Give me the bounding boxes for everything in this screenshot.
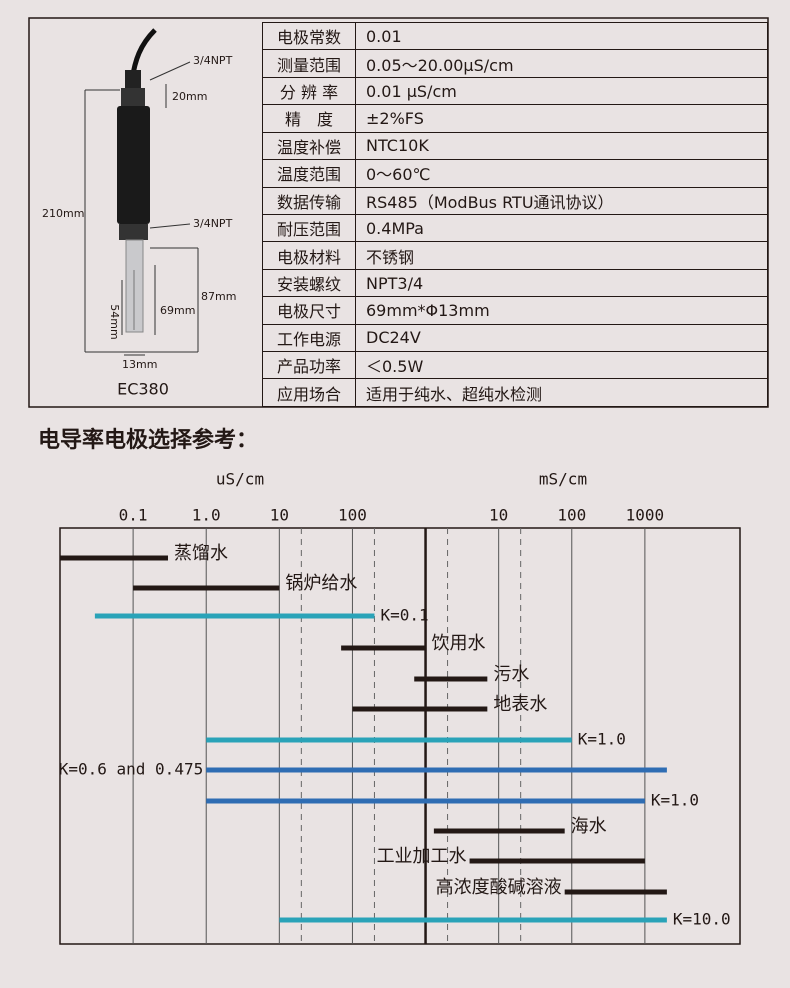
section-title: 电导率电极选择参考：	[38, 427, 258, 453]
spec-frame	[28, 17, 769, 408]
x-tick-label: 10	[270, 506, 289, 525]
spec-key: 产品功率	[262, 351, 356, 380]
spec-key: 耐压范围	[262, 213, 356, 243]
spec-row: 温度补偿 NTC10K	[262, 131, 768, 161]
x-tick-label: 100	[338, 506, 367, 525]
spec-row: 数据传输 RS485（ModBus RTU通讯协议）	[262, 186, 768, 215]
range-bar	[206, 767, 667, 773]
dim-label: 20mm	[172, 90, 207, 103]
dim-label: 69mm	[160, 304, 195, 317]
spec-key: 工作电源	[262, 323, 356, 353]
bar-label: 海水	[571, 816, 607, 837]
spec-key: 电极材料	[262, 241, 356, 270]
spec-value: 不锈钢	[355, 241, 768, 270]
dim-label: 210mm	[42, 207, 84, 220]
range-bar	[94, 613, 375, 619]
x-tick-label: 100	[557, 506, 586, 525]
spec-key: 温度范围	[262, 159, 356, 188]
bar-label: 锅炉给水	[285, 573, 357, 594]
spec-value: DC24V	[355, 323, 768, 353]
range-bar	[352, 706, 488, 712]
bar-label: K=1.0	[651, 791, 699, 810]
bar-label: 饮用水	[432, 633, 486, 654]
spec-value: 0～60℃	[355, 159, 768, 188]
spec-row: 耐压范围 0.4MPa	[262, 213, 768, 243]
bar-label: 地表水	[493, 694, 547, 715]
x-tick-label: 1000	[626, 506, 665, 525]
bar-label: 蒸馏水	[174, 543, 228, 564]
x-tick-label: 10	[489, 506, 508, 525]
dim-label: 3/4NPT	[193, 54, 233, 67]
spec-row: 工作电源 DC24V	[262, 323, 768, 353]
range-bar	[469, 858, 645, 864]
spec-row: 产品功率 ＜0.5W	[262, 351, 768, 380]
plot-frame	[59, 527, 741, 945]
spec-row: 温度范围 0～60℃	[262, 159, 768, 188]
spec-key: 分 辨 率	[262, 76, 356, 106]
range-bar	[564, 889, 667, 895]
range-bar	[414, 676, 488, 682]
range-bar	[60, 555, 168, 561]
bar-label: 污水	[493, 664, 529, 685]
bar-label: 工业加工水	[377, 846, 467, 867]
spec-row: 安装螺纹 NPT3/4	[262, 268, 768, 298]
spec-table: 电极常数 0.01 测量范围 0.05～20.00μS/cm 分 辨 率 0.01 μS/…	[262, 21, 768, 407]
spec-value: NPT3/4	[355, 268, 768, 298]
spec-value: 0.05～20.00μS/cm	[355, 49, 768, 78]
range-bar	[433, 828, 565, 834]
bar-label: K=1.0	[578, 730, 626, 749]
dim-label: 54mm	[108, 304, 121, 339]
spec-value: 69mm*Φ13mm	[355, 296, 768, 325]
spec-value: 0.01	[355, 21, 768, 51]
range-bar	[279, 917, 667, 923]
spec-key: 精 度	[262, 104, 356, 133]
dim-label: 13mm	[122, 358, 157, 371]
bar-label: K=10.0	[673, 910, 731, 929]
spec-value: 适用于纯水、超纯水检测	[355, 378, 768, 407]
range-bar	[133, 585, 280, 591]
spec-key: 测量范围	[262, 49, 356, 78]
spec-value: ±2%FS	[355, 104, 768, 133]
spec-row: 电极常数 0.01	[262, 21, 768, 51]
x-tick-label: 0.1	[119, 506, 148, 525]
spec-key: 电极尺寸	[262, 296, 356, 325]
unit-label: mS/cm	[539, 470, 587, 489]
unit-label: uS/cm	[216, 470, 264, 489]
spec-row: 精 度 ±2%FS	[262, 104, 768, 133]
bar-label: 高浓度酸碱溶液	[436, 877, 562, 898]
spec-value: 0.4MPa	[355, 213, 768, 243]
range-bar	[206, 798, 645, 804]
spec-key: 数据传输	[262, 186, 356, 215]
bar-label: K=0.6 and 0.475	[59, 760, 204, 779]
spec-row: 应用场合 适用于纯水、超纯水检测	[262, 378, 768, 407]
spec-key: 应用场合	[262, 378, 356, 407]
spec-value: ＜0.5W	[355, 351, 768, 380]
dim-label: 3/4NPT	[193, 217, 233, 230]
dim-label: 87mm	[201, 290, 236, 303]
model-name: EC380	[117, 380, 169, 399]
spec-key: 电极常数	[262, 21, 356, 51]
spec-value: NTC10K	[355, 131, 768, 161]
spec-key: 安装螺纹	[262, 268, 356, 298]
spec-value: 0.01 μS/cm	[355, 76, 768, 106]
range-bar	[206, 737, 572, 743]
spec-row: 电极材料 不锈钢	[262, 241, 768, 270]
probe-drawing	[84, 28, 199, 356]
range-bar	[341, 645, 426, 651]
spec-key: 温度补偿	[262, 131, 356, 161]
spec-row: 电极尺寸 69mm*Φ13mm	[262, 296, 768, 325]
bar-label: K=0.1	[380, 606, 428, 625]
spec-row: 测量范围 0.05～20.00μS/cm	[262, 49, 768, 78]
spec-row: 分 辨 率 0.01 μS/cm	[262, 76, 768, 106]
x-tick-label: 1.0	[192, 506, 221, 525]
spec-value: RS485（ModBus RTU通讯协议）	[355, 186, 768, 215]
